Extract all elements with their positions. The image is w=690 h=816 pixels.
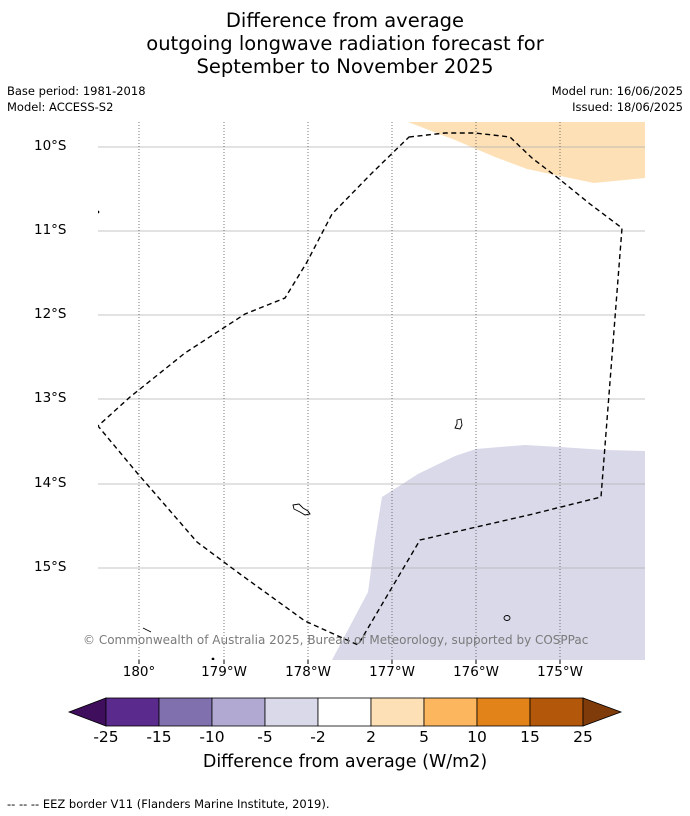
lon-label-180: 180°: [122, 664, 156, 680]
colorbar-tick-label: -15: [146, 728, 172, 746]
eez-footnote: -- -- -- EEZ border V11 (Flanders Marine…: [7, 797, 330, 811]
title-line-1: Difference from average: [225, 9, 465, 32]
colorbar-extend-low: [67, 697, 107, 727]
lon-label-178w: 178°W: [285, 664, 331, 680]
anomaly-region-positive: [408, 122, 645, 183]
model-name: Model: ACCESS-S2: [7, 100, 114, 114]
island-savaii: [292, 503, 311, 516]
anomaly-region-negative: [332, 445, 645, 660]
colorbar-segment: [158, 697, 213, 727]
lon-label-175w: 175°W: [537, 664, 583, 680]
longitude-ticks: [138, 660, 561, 664]
colorbar-tick-label: 15: [520, 728, 540, 746]
colorbar-tick-label: -10: [199, 728, 225, 746]
lon-label-176w: 176°W: [453, 664, 499, 680]
lat-label-11s: 11°S: [34, 222, 67, 238]
model-run: Model run: 16/06/2025: [551, 84, 683, 98]
island-rose: [503, 615, 511, 621]
colorbar: [67, 697, 623, 727]
lat-label-13s: 13°S: [34, 390, 67, 406]
colorbar-tick-label: -2: [310, 728, 326, 746]
islet-marker: [211, 657, 215, 660]
lat-label-12s: 12°S: [34, 306, 67, 322]
colorbar-segment: [105, 697, 160, 727]
island-wallis: [142, 627, 152, 633]
colorbar-tick-label: 2: [366, 728, 376, 746]
colorbar-segment: [317, 697, 372, 727]
islet-marker: [98, 210, 100, 214]
colorbar-segment: [476, 697, 531, 727]
island-outlines: [98, 210, 511, 660]
title-line-2: outgoing longwave radiation forecast for: [146, 32, 544, 55]
lat-label-10s: 10°S: [34, 138, 67, 154]
colorbar-tick-label: -5: [257, 728, 273, 746]
eez-border: [98, 132, 623, 646]
copyright-notice: © Commonwealth of Australia 2025, Bureau…: [83, 633, 589, 647]
colorbar-tick-label: 10: [467, 728, 487, 746]
base-period: Base period: 1981-2018: [7, 84, 146, 98]
latitude-gridlines: [98, 146, 645, 569]
colorbar-tick-label: -25: [93, 728, 119, 746]
colorbar-segment: [529, 697, 584, 727]
colorbar-segment: [211, 697, 266, 727]
issued-date: Issued: 18/06/2025: [572, 100, 683, 114]
colorbar-segment: [264, 697, 319, 727]
colorbar-extend-high: [582, 697, 623, 727]
map-area: [98, 122, 645, 660]
colorbar-tick-label: 25: [573, 728, 593, 746]
colorbar-title: Difference from average (W/m2): [202, 752, 488, 772]
lat-label-14s: 14°S: [34, 475, 67, 491]
colorbar-segment: [423, 697, 478, 727]
colorbar-segment: [370, 697, 425, 727]
lon-label-179w: 179°W: [201, 664, 247, 680]
colorbar-tick-label: 5: [419, 728, 429, 746]
island-swains: [454, 418, 463, 430]
title-line-3: September to November 2025: [196, 55, 494, 78]
lon-label-177w: 177°W: [369, 664, 415, 680]
lat-label-15s: 15°S: [34, 559, 67, 575]
